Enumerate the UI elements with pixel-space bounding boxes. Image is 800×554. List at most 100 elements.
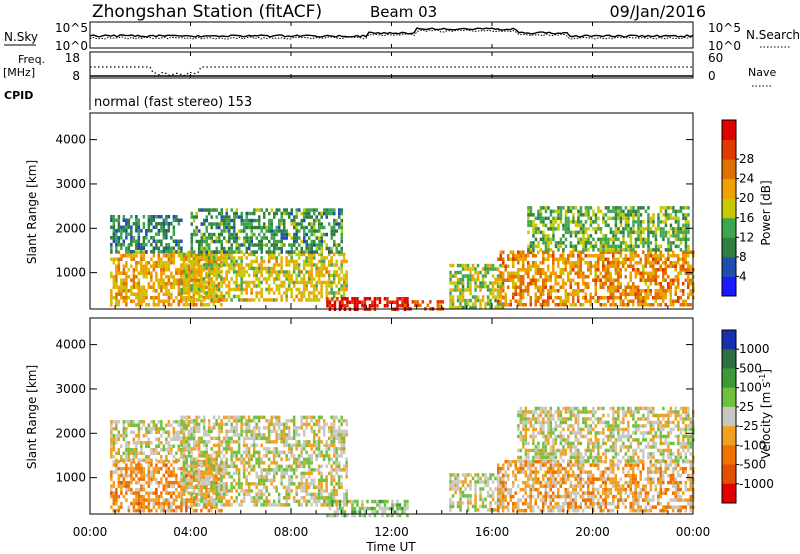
- heatmap-cell: [657, 254, 660, 258]
- heatmap-cell: [657, 213, 660, 217]
- freq-label-2: [MHz]: [3, 66, 35, 79]
- heatmap-cell: [587, 299, 590, 303]
- heatmap-cell: [120, 243, 123, 247]
- heatmap-cell: [110, 236, 113, 240]
- heatmap-cell: [265, 208, 268, 212]
- heatmap-cell: [664, 296, 667, 300]
- heatmap-cell: [110, 441, 113, 445]
- heatmap-cell: [230, 489, 233, 493]
- heatmap-cell: [559, 268, 562, 272]
- heatmap-cell: [162, 448, 166, 452]
- heatmap-cell: [160, 441, 163, 445]
- heatmap-cell: [217, 282, 221, 286]
- heatmap-cell: [629, 250, 632, 254]
- heatmap-cell: [200, 303, 203, 307]
- heatmap-cell: [142, 487, 146, 492]
- heatmap-cell: [190, 211, 193, 216]
- heatmap-cell: [285, 468, 288, 472]
- heatmap-cell: [127, 423, 131, 427]
- heatmap-cell: [210, 426, 213, 430]
- heatmap-cell: [579, 254, 582, 258]
- heatmap-cell: [627, 282, 630, 286]
- heatmap-cell: [205, 440, 208, 444]
- heatmap-cell: [677, 282, 680, 286]
- heatmap-cell: [582, 237, 585, 242]
- heatmap-cell: [318, 229, 321, 233]
- heatmap-cell: [165, 222, 168, 226]
- heatmap-cell: [340, 422, 343, 427]
- heatmap-cell: [544, 299, 547, 303]
- heatmap-cell: [672, 250, 675, 254]
- heatmap-cell: [297, 256, 301, 260]
- heatmap-cell: [162, 299, 166, 303]
- heatmap-cell: [190, 478, 193, 483]
- heatmap-cell: [514, 282, 517, 286]
- heatmap-cell: [315, 208, 318, 212]
- heatmap-cell: [112, 275, 116, 279]
- heatmap-cell: [112, 448, 116, 452]
- heatmap-cell: [502, 296, 505, 300]
- heatmap-cell: [677, 227, 680, 231]
- heatmap-cell: [232, 429, 236, 434]
- heatmap-cell: [456, 288, 460, 292]
- heatmap-cell: [469, 281, 472, 285]
- heatmap-cell: [335, 471, 338, 476]
- heatmap-cell: [649, 271, 652, 275]
- heatmap-cell: [260, 256, 263, 260]
- heatmap-cell: [213, 250, 216, 254]
- heatmap-cell: [115, 232, 118, 236]
- heatmap-cell: [667, 248, 670, 252]
- heatmap-cell: [340, 429, 343, 434]
- heatmap-cell: [320, 222, 323, 226]
- heatmap-cell: [187, 278, 191, 282]
- heatmap-cell: [135, 473, 138, 478]
- heatmap-cell: [120, 434, 123, 438]
- heatmap-cell: [647, 227, 650, 231]
- heatmap-cell: [180, 471, 183, 476]
- heatmap-cell: [200, 239, 203, 244]
- heatmap-cell: [639, 299, 642, 303]
- heatmap-cell: [579, 230, 583, 235]
- heatmap-cell: [215, 292, 218, 296]
- heatmap-cell: [215, 298, 218, 302]
- heatmap-cell: [117, 505, 121, 509]
- heatmap-cell: [160, 215, 163, 219]
- heatmap-cell: [340, 454, 343, 458]
- heatmap-cell: [230, 236, 233, 240]
- heatmap-cell: [157, 296, 161, 300]
- heatmap-cell: [474, 305, 477, 310]
- heatmap-cell: [167, 254, 171, 258]
- heatmap-cell: [257, 429, 261, 434]
- heatmap-cell: [612, 234, 615, 238]
- heatmap-cell: [534, 264, 537, 268]
- heatmap-cell: [499, 250, 502, 254]
- heatmap-cell: [145, 250, 148, 254]
- heatmap-cell: [298, 243, 301, 247]
- heatmap-cell: [232, 426, 236, 430]
- heatmap-cell: [240, 215, 243, 219]
- heatmap-cell: [649, 250, 652, 254]
- heatmap-cell: [245, 482, 248, 486]
- heatmap-cell: [335, 492, 338, 497]
- heatmap-cell: [282, 429, 286, 434]
- heatmap-cell: [137, 434, 141, 438]
- heatmap-cell: [135, 261, 138, 265]
- heatmap-cell: [302, 284, 306, 288]
- heatmap-cell: [527, 230, 530, 235]
- heatmap-cell: [554, 216, 558, 221]
- heatmap-cell: [639, 292, 642, 296]
- heatmap-cell: [152, 470, 156, 474]
- heatmap-cell: [632, 230, 635, 235]
- heatmap-cell: [240, 222, 243, 226]
- heatmap-cell: [170, 257, 173, 261]
- heatmap-cell: [145, 243, 148, 247]
- heatmap-cell: [547, 244, 550, 249]
- heatmap-cell: [669, 261, 672, 265]
- heatmap-cell: [212, 289, 216, 293]
- heatmap-cell: [330, 208, 333, 212]
- heatmap-cell: [115, 218, 118, 222]
- heatmap-cell: [574, 220, 578, 224]
- heatmap-cell: [632, 264, 635, 268]
- heatmap-cell: [677, 296, 680, 300]
- heatmap-cell: [527, 209, 530, 214]
